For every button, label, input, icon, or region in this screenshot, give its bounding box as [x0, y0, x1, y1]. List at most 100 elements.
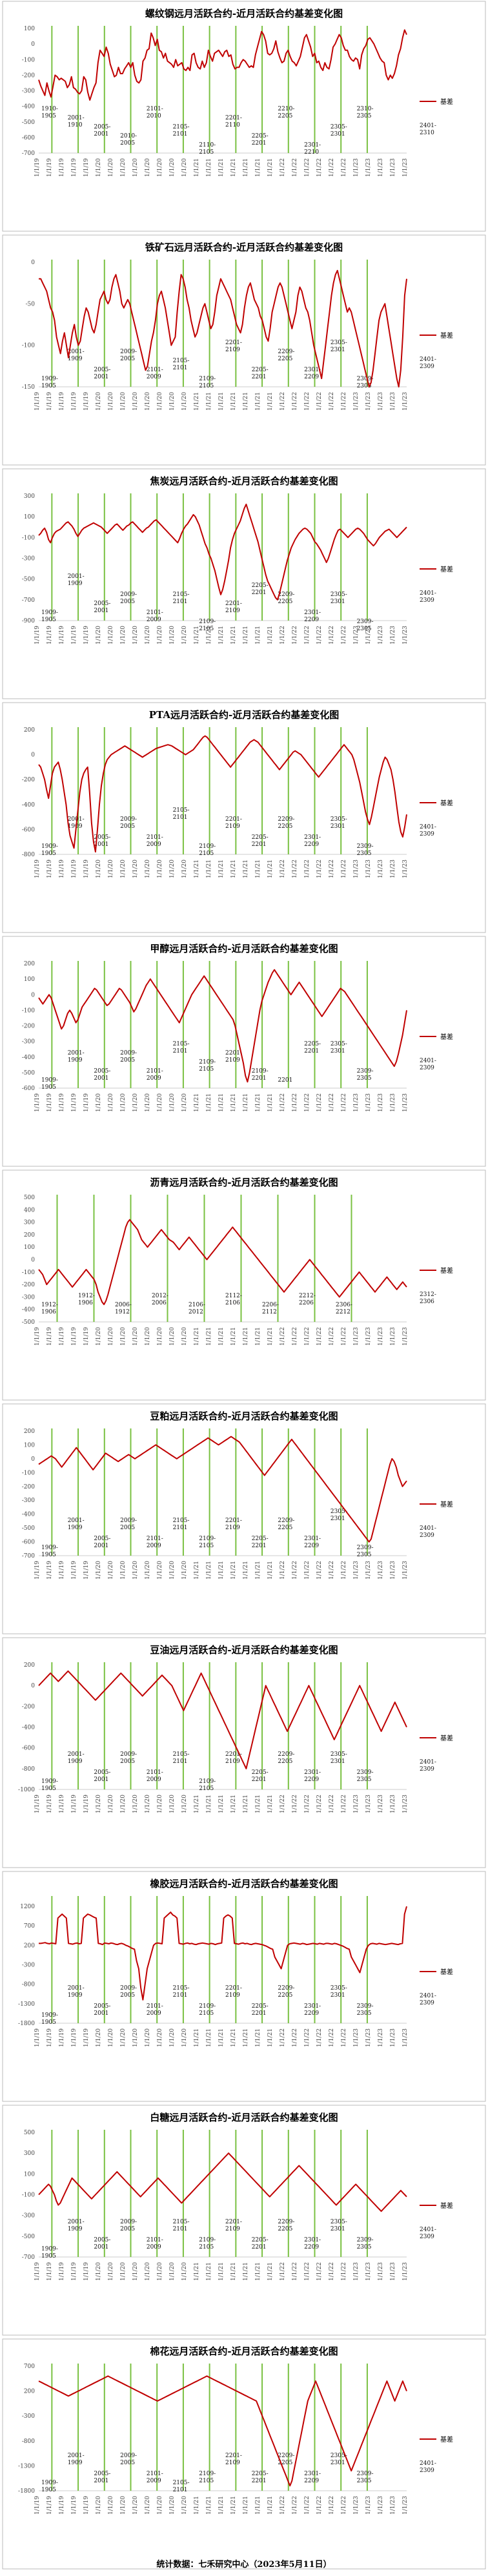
x-tick-label: 1/1/21	[255, 158, 261, 177]
x-tick-label: 1/1/19	[46, 1327, 53, 1346]
x-tick-label: 1/1/20	[145, 392, 151, 411]
window-label: 2105-	[173, 358, 190, 364]
window-label: 2201-	[225, 115, 242, 121]
x-tick-label: 1/1/19	[71, 2262, 77, 2281]
x-tick-label: 1/1/21	[194, 1561, 200, 1580]
x-tick-label: 1/1/21	[255, 1795, 261, 1813]
x-tick-label: 1/1/20	[157, 860, 163, 878]
window-label: 2212-	[299, 1293, 316, 1299]
window-label-tail: 2005	[120, 2226, 135, 2232]
x-tick-label: 1/1/19	[59, 158, 65, 177]
legend-label: 基差	[440, 565, 453, 573]
window-label-tail: 2001	[94, 374, 108, 380]
window-label: 2201-	[225, 2453, 242, 2459]
window-label: 2301-	[304, 834, 321, 841]
window-label-tail: 2305	[357, 1552, 372, 1558]
last-window-label-tail: 2309	[420, 2234, 434, 2240]
x-tick-label: 1/1/20	[132, 392, 139, 411]
x-tick-label: 1/1/21	[267, 392, 274, 411]
x-tick-label: 1/1/21	[267, 626, 274, 644]
x-tick-label: 1/1/20	[120, 626, 127, 644]
window-label: 2001-	[68, 2453, 85, 2459]
window-label: 2001-	[68, 1518, 85, 1524]
y-tick-label: 0	[31, 992, 35, 998]
series-line	[38, 2375, 407, 2487]
window-label-tail: 2105	[199, 149, 214, 156]
x-tick-label: 1/1/22	[329, 2028, 335, 2047]
chart-panel: 沥青远月活跃合约-近月活跃合约基差变化图 500 400 300 200 100 0 -100…	[2, 1170, 486, 1401]
x-tick-label: 1/1/21	[255, 2028, 261, 2047]
window-label-tail: 2001	[94, 1543, 108, 1549]
x-tick-label: 1/1/21	[267, 1795, 274, 1813]
x-tick-label: 1/1/19	[46, 2028, 53, 2047]
x-tick-label: 1/1/22	[292, 392, 298, 411]
x-tick-label: 1/1/23	[402, 158, 409, 177]
x-tick-label: 1/1/21	[267, 2028, 274, 2047]
y-tick-label: -1000	[18, 1787, 35, 1793]
x-tick-label: 1/1/19	[34, 860, 41, 878]
y-tick-label: -500	[22, 1525, 35, 1532]
x-tick-label: 1/1/22	[316, 626, 323, 644]
window-label: 2101-	[147, 834, 163, 841]
y-tick-label: 500	[24, 2130, 35, 2136]
x-tick-label: 1/1/22	[280, 1561, 286, 1580]
window-label: 2009-	[120, 816, 137, 823]
x-tick-label: 1/1/21	[194, 2496, 200, 2515]
window-label-tail: 1905	[41, 617, 56, 623]
x-tick-label: 1/1/20	[157, 1093, 163, 1112]
x-tick-label: 1/1/22	[341, 1561, 347, 1580]
window-label-tail: 2305	[357, 626, 372, 632]
x-tick-label: 1/1/23	[378, 1561, 384, 1580]
x-tick-label: 1/1/20	[120, 2496, 127, 2515]
x-tick-label: 1/1/20	[108, 2028, 114, 2047]
window-label: 2009-	[120, 1518, 137, 1524]
y-tick-label: -700	[22, 150, 35, 157]
window-label-tail: 2012	[188, 1309, 203, 1315]
y-tick-label: -400	[22, 1055, 35, 1061]
x-tick-label: 1/1/21	[267, 1561, 274, 1580]
window-label: 2009-	[120, 349, 137, 355]
y-tick-label: -800	[22, 1982, 35, 1988]
chart-panel: 橡胶远月活跃合约-近月活跃合约基差变化图 1200 700 200 -300 -800 -1…	[2, 1871, 486, 2102]
x-tick-label: 1/1/21	[218, 2028, 225, 2047]
y-tick-label: -200	[22, 777, 35, 783]
window-label-tail: 1905	[41, 850, 56, 857]
window-label: 2001-	[68, 2219, 85, 2225]
x-tick-label: 1/1/20	[96, 1561, 102, 1580]
window-label: 2209-	[278, 1751, 294, 1758]
window-label-tail: 2101	[173, 814, 188, 821]
x-tick-label: 1/1/23	[402, 1327, 409, 1346]
y-tick-label: -100	[22, 1007, 35, 1014]
window-label-tail: 2109	[225, 823, 240, 830]
y-tick-label: -600	[22, 827, 35, 833]
last-window-label-tail: 2309	[420, 364, 434, 370]
window-label-tail: 1909	[68, 2460, 83, 2466]
window-label-tail: 2101	[173, 599, 188, 605]
x-tick-label: 1/1/20	[96, 1093, 102, 1112]
x-tick-label: 1/1/22	[280, 626, 286, 644]
x-tick-label: 1/1/20	[132, 2028, 139, 2047]
x-tick-label: 1/1/20	[157, 1795, 163, 1813]
x-tick-label: 1/1/19	[34, 1093, 41, 1112]
y-tick-label: -200	[22, 72, 35, 79]
x-tick-label: 1/1/20	[120, 1327, 127, 1346]
last-window-label: 2401-	[420, 2460, 436, 2467]
window-label-tail: 2305	[357, 383, 372, 389]
window-label-tail: 2305	[357, 2478, 372, 2484]
x-tick-label: 1/1/20	[169, 1795, 176, 1813]
window-label: 2101-	[147, 367, 163, 373]
x-tick-label: 1/1/19	[83, 2262, 90, 2281]
window-label-tail: 2006	[152, 1300, 167, 1306]
x-tick-label: 1/1/22	[341, 626, 347, 644]
last-window-label: 2312-	[420, 1292, 436, 1298]
window-label-tail: 2005	[120, 140, 135, 147]
y-tick-label: -300	[22, 88, 35, 95]
x-tick-label: 1/1/22	[316, 1327, 323, 1346]
window-label: 2005-	[94, 124, 110, 130]
window-label-tail: 2201	[252, 2244, 267, 2251]
x-tick-label: 1/1/22	[292, 1327, 298, 1346]
x-tick-label: 1/1/21	[255, 1561, 261, 1580]
x-tick-label: 1/1/23	[390, 1795, 396, 1813]
last-window-label: 2401-	[420, 356, 436, 363]
window-label-tail: 2005	[120, 2460, 135, 2466]
